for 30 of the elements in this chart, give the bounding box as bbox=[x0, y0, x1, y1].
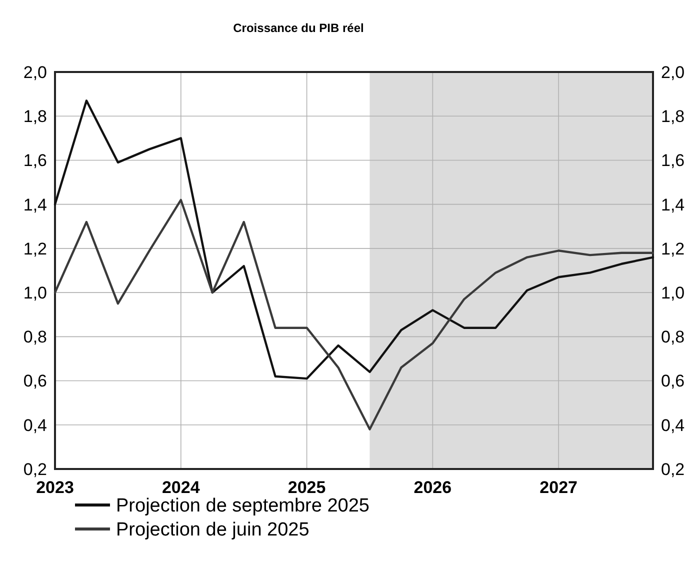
y-tick-label: 0,2 bbox=[23, 460, 47, 479]
y-tick-label: 2,0 bbox=[23, 62, 47, 82]
y2-tick-label: 0,8 bbox=[661, 328, 685, 347]
y-tick-label: 1,8 bbox=[23, 107, 47, 126]
y-tick-label: 1,2 bbox=[23, 239, 47, 258]
y-tick-label: 0,8 bbox=[23, 328, 47, 347]
y2-tick-label: 1,2 bbox=[661, 239, 685, 258]
y-tick-label: 0,4 bbox=[23, 416, 47, 435]
chart-title: Croissance du PIB réel bbox=[233, 21, 364, 35]
y-tick-label: 1,0 bbox=[23, 284, 47, 303]
y2-tick-label: 0,6 bbox=[661, 372, 685, 391]
y2-tick-label: 0,4 bbox=[661, 416, 685, 435]
y2-tick-label: 1,6 bbox=[661, 151, 685, 170]
y2-tick-label: 1,8 bbox=[661, 107, 685, 126]
y2-tick-label: 1,0 bbox=[661, 284, 685, 303]
y-tick-label: 1,4 bbox=[23, 195, 47, 214]
x-tick-label: 2027 bbox=[540, 478, 578, 497]
x-tick-label: 2023 bbox=[36, 478, 74, 497]
line-series bbox=[54, 198, 654, 430]
x-tick-label: 2024 bbox=[162, 478, 200, 497]
legend-label: Projection de septembre 2025 bbox=[116, 496, 370, 517]
y-tick-label: 0,6 bbox=[23, 372, 47, 391]
y2-tick-label: 2,0 bbox=[661, 62, 685, 82]
x-tick-label: 2025 bbox=[288, 478, 326, 497]
y2-tick-label: 0,2 bbox=[661, 460, 685, 479]
legend-label: Projection de juin 2025 bbox=[116, 520, 310, 541]
line-series bbox=[54, 100, 654, 380]
y2-tick-label: 1,4 bbox=[661, 195, 685, 214]
x-tick-label: 2026 bbox=[414, 478, 452, 497]
y-tick-label: 1,6 bbox=[23, 151, 47, 170]
